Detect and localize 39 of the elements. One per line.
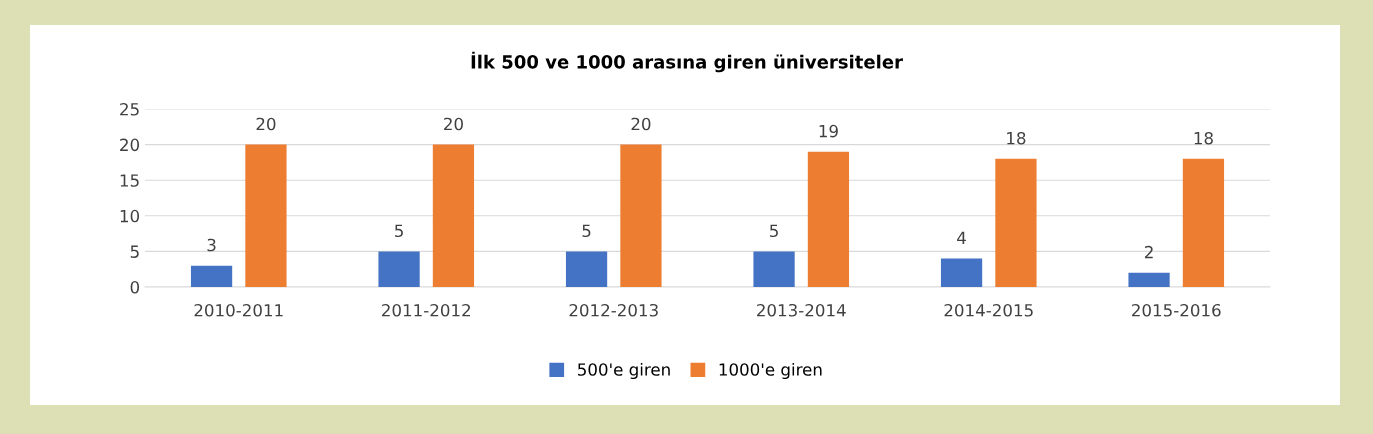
data-label: 19 xyxy=(819,124,838,138)
data-label: 2 xyxy=(1144,245,1153,259)
data-label: 5 xyxy=(582,224,591,238)
data-label: 20 xyxy=(256,117,276,131)
legend-label: 500'e giren xyxy=(578,362,670,380)
bar xyxy=(1128,272,1170,287)
data-label: 4 xyxy=(957,231,966,244)
data-label: 20 xyxy=(444,117,463,131)
x-tick-label: 2010-2011 xyxy=(194,303,283,317)
data-label: 20 xyxy=(631,117,651,131)
x-tick-label: 2013-2014 xyxy=(757,303,846,317)
bar xyxy=(620,144,662,287)
bar xyxy=(432,144,475,287)
bar xyxy=(995,158,1037,287)
y-tick-label: 10 xyxy=(120,209,140,223)
y-tick-label: 0 xyxy=(130,280,140,294)
data-label: 5 xyxy=(395,224,403,238)
bar xyxy=(807,151,850,287)
bar xyxy=(940,258,983,287)
bar xyxy=(1182,158,1225,287)
bar xyxy=(190,265,233,287)
y-tick-label: 20 xyxy=(120,138,140,152)
y-tick-label: 25 xyxy=(120,102,139,116)
bar xyxy=(565,251,608,287)
bar xyxy=(378,251,420,287)
x-tick-label: 2015-2016 xyxy=(1132,303,1221,317)
y-tick-label: 5 xyxy=(130,245,139,258)
data-label: 3 xyxy=(207,238,216,252)
data-label: 18 xyxy=(1007,131,1026,145)
y-tick-label: 15 xyxy=(120,174,139,187)
data-label: 5 xyxy=(770,224,778,238)
x-tick-label: 2014-2015 xyxy=(944,303,1033,317)
x-tick-label: 2012-2013 xyxy=(569,303,658,317)
bar xyxy=(245,144,287,287)
legend-label: 1000'e giren xyxy=(719,362,822,380)
chart-title: İlk 500 ve 1000 arasına giren üniversiteler xyxy=(471,51,903,73)
data-label: 18 xyxy=(1194,131,1213,145)
bar xyxy=(753,251,795,287)
x-tick-label: 2011-2012 xyxy=(382,303,470,317)
